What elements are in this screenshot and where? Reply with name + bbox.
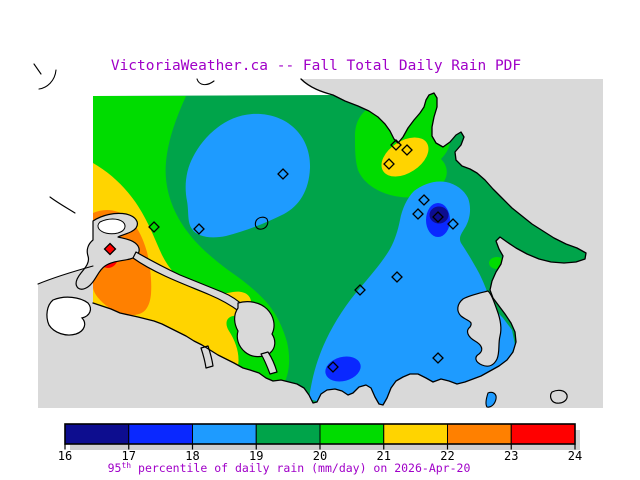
west-shore-line [37, 265, 94, 285]
small-island-blue [485, 391, 497, 408]
small-island-grey [550, 389, 568, 404]
colorbar: 16 17 18 19 20 21 22 23 24 95th percenti… [58, 423, 582, 475]
east-bay [457, 290, 502, 367]
colorbar-cell-21-22 [383, 423, 448, 445]
top-squiggle [196, 78, 215, 86]
station-marker [447, 218, 459, 230]
station-marker [401, 144, 413, 156]
station-marker [432, 211, 444, 223]
harbour-inlet-west [200, 345, 214, 369]
colorbar-tick-labels: 16 17 18 19 20 21 22 23 24 [58, 449, 582, 463]
colorbar-cell-19-20 [255, 423, 321, 445]
tick-label: 16 [58, 449, 72, 463]
tick-label: 22 [440, 449, 454, 463]
station-marker [327, 361, 339, 373]
station-marker [383, 158, 395, 170]
station-marker-highlighted [103, 242, 117, 256]
station-marker [418, 194, 430, 206]
station-marker [354, 284, 366, 296]
tick-label: 24 [568, 449, 582, 463]
tick-label: 18 [185, 449, 199, 463]
band-18-19-kidney [185, 113, 311, 238]
tick-label: 21 [377, 449, 391, 463]
caption-superscript: th [121, 461, 131, 470]
lake-outline [254, 216, 269, 230]
colorbar-cell-17-18 [128, 423, 193, 445]
page-title: VictoriaWeather.ca -- Fall Total Daily R… [111, 58, 521, 74]
colorbar-cell-18-19 [192, 423, 257, 445]
northwest-tick [33, 63, 42, 75]
inlet-shore-line [49, 196, 76, 214]
tick-label: 23 [504, 449, 518, 463]
colorbar-cell-20-21 [319, 423, 385, 445]
station-marker [193, 223, 205, 235]
colorbar-cell-16-17 [64, 423, 130, 445]
station-marker [432, 352, 444, 364]
tick-label: 20 [313, 449, 327, 463]
caption-rest: percentile of daily rain (mm/day) on 202… [131, 461, 470, 475]
colorbar-cell-23-24 [510, 423, 576, 445]
tick-label: 19 [249, 449, 263, 463]
station-marker [412, 208, 424, 220]
station-marker [277, 168, 289, 180]
sooke-inner-patch [97, 218, 126, 235]
colorbar-caption: 95th percentile of daily rain (mm/day) o… [108, 461, 471, 475]
caption-prefix: 95 [108, 461, 122, 475]
west-island [46, 296, 92, 336]
station-marker [390, 139, 402, 151]
band-18-19-southeast [309, 181, 515, 405]
harbour-inlet-east [260, 351, 278, 375]
outside-domain-white [38, 79, 333, 284]
colorbar-cell-22-23 [447, 423, 512, 445]
colorbar-ticks [64, 444, 576, 450]
station-marker [148, 221, 160, 233]
band-16-17-minimum-core [429, 206, 449, 224]
main-coastline [92, 78, 587, 406]
tick-label: 17 [122, 449, 136, 463]
northwest-arc [38, 69, 57, 90]
station-markers [103, 139, 459, 373]
station-marker [391, 271, 403, 283]
esquimalt-harbour [234, 301, 276, 358]
